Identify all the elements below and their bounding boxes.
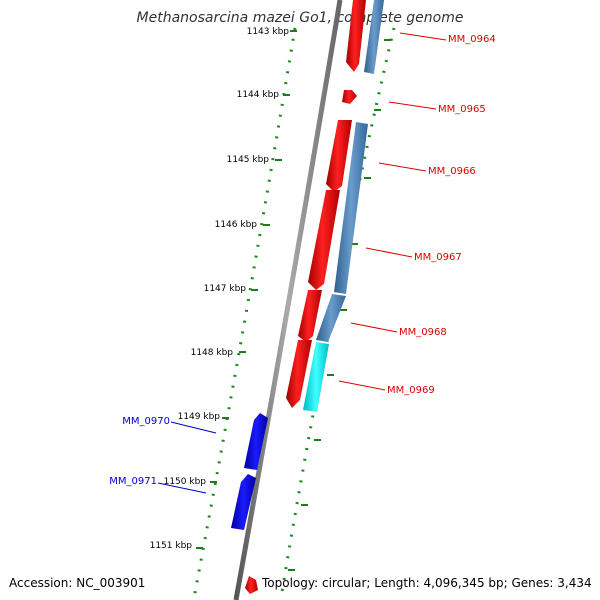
gene-bottom-partial[interactable]: [245, 576, 258, 594]
tick-label: 1149 kbp: [178, 412, 221, 422]
cds-feature-cyan[interactable]: [303, 342, 329, 412]
leader-lines-red: [338, 32, 447, 391]
cds-feature[interactable]: [364, 0, 384, 74]
genome-backbone: [233, 0, 343, 600]
gene-mm-0969[interactable]: [286, 340, 312, 408]
gene-mm-0965[interactable]: [342, 90, 357, 104]
gene-label[interactable]: MM_0970: [122, 416, 170, 427]
gene-label[interactable]: MM_0968: [399, 327, 447, 338]
gene-mm-0968[interactable]: [298, 290, 322, 342]
gene-label[interactable]: MM_0964: [448, 34, 496, 45]
gene-label[interactable]: MM_0965: [438, 104, 486, 115]
tick-label: 1146 kbp: [215, 220, 258, 230]
gene-label[interactable]: MM_0969: [387, 385, 435, 396]
gene-label[interactable]: MM_0971: [109, 476, 157, 487]
tick-label: 1143 kbp: [247, 27, 290, 37]
tick-label: 1147 kbp: [204, 284, 247, 294]
accession-text: Accession: NC_003901: [9, 576, 145, 590]
gene-mm-0971[interactable]: [231, 474, 256, 530]
gene-mm-0964[interactable]: [346, 0, 366, 72]
gene-mm-0967[interactable]: [308, 190, 340, 290]
tick-label: 1151 kbp: [150, 541, 193, 551]
cds-feature[interactable]: [316, 294, 346, 342]
gene-label[interactable]: MM_0967: [414, 252, 462, 263]
map-title: Methanosarcina mazei Go1, complete genom…: [137, 10, 464, 26]
major-ticks: [196, 30, 297, 549]
leader-lines-blue: [157, 421, 217, 494]
cds-feature[interactable]: [334, 122, 368, 294]
tick-label: 1148 kbp: [191, 348, 234, 358]
tick-track-left: [192, 27, 297, 599]
topology-text: Topology: circular; Length: 4,096,345 bp…: [261, 576, 592, 590]
tick-label: 1144 kbp: [237, 90, 280, 100]
tick-label: 1150 kbp: [164, 477, 207, 487]
gene-mm-0966[interactable]: [326, 120, 352, 192]
tick-label: 1145 kbp: [227, 155, 270, 165]
gene-label[interactable]: MM_0966: [428, 166, 476, 177]
gene-mm-0970[interactable]: [244, 413, 268, 470]
